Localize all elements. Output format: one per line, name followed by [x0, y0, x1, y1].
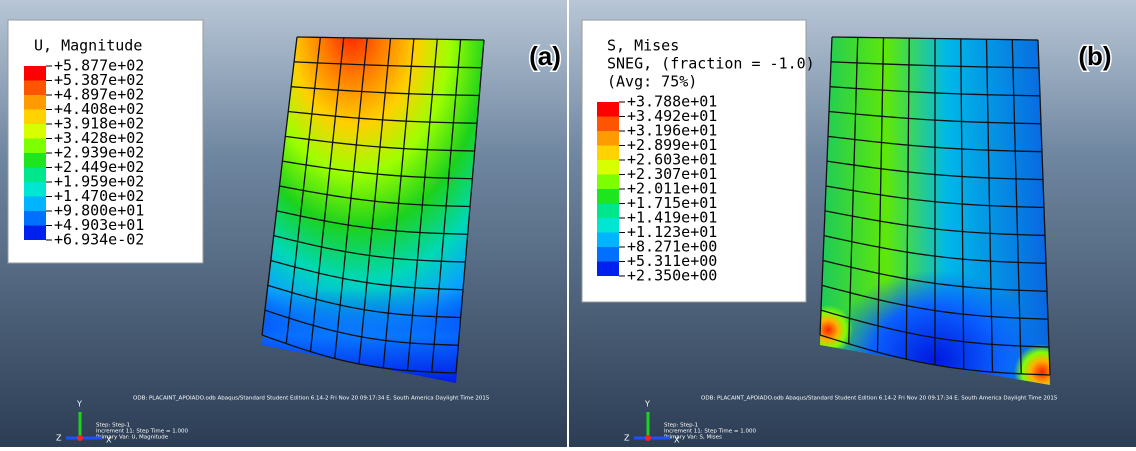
legend-swatch	[597, 146, 619, 161]
panel-label: (a)	[529, 41, 561, 71]
odb-info: ODB: PLACAINT_APOIADO.odb Abaqus/Standar…	[133, 396, 490, 402]
triad-label: Y	[644, 400, 650, 409]
legend-swatch	[24, 197, 46, 212]
legend-value: +6.934e-02	[54, 231, 144, 249]
legend-swatch	[24, 168, 46, 183]
triad-label: Y	[76, 400, 82, 409]
legend-title: SNEG, (fraction = -1.0)	[607, 55, 815, 73]
legend-swatch	[24, 95, 46, 110]
legend-swatch	[597, 247, 619, 262]
legend-value: +2.350e+00	[627, 267, 717, 285]
triad-z	[77, 435, 83, 441]
legend-swatch	[24, 139, 46, 154]
legend-swatch	[597, 160, 619, 175]
legend-swatch	[597, 117, 619, 132]
triad-label: Z	[56, 434, 62, 443]
triad-label: X	[106, 436, 112, 445]
legend-swatch	[24, 66, 46, 81]
panel-label: (b)	[1078, 41, 1111, 71]
legend-swatch	[597, 131, 619, 146]
legend-swatch	[597, 204, 619, 219]
legend-swatch	[24, 226, 46, 241]
legend-swatch	[597, 262, 619, 277]
step-info: Primary Var: S, Mises	[664, 435, 722, 441]
legend-swatch	[24, 153, 46, 168]
triad-label: X	[674, 436, 680, 445]
legend-swatch	[24, 211, 46, 226]
odb-info: ODB: PLACAINT_APOIADO.odb Abaqus/Standar…	[701, 396, 1058, 402]
legend-swatch	[24, 124, 46, 139]
triad-label: Z	[624, 434, 630, 443]
legend-swatch	[24, 110, 46, 125]
legend-swatch	[24, 81, 46, 96]
triad-z	[645, 435, 651, 441]
contour-plot-b	[803, 30, 1070, 400]
legend-swatch	[597, 233, 619, 248]
legend-swatch	[597, 189, 619, 204]
legend-title: U, Magnitude	[34, 37, 142, 55]
screenshot: U, Magnitude+5.877e+02+5.387e+02+4.897e+…	[0, 0, 1136, 447]
legend-swatch	[597, 102, 619, 117]
legend-title: S, Mises	[607, 37, 679, 55]
legend-swatch	[597, 175, 619, 190]
legend-title: (Avg: 75%)	[607, 73, 697, 91]
legend-swatch	[597, 218, 619, 233]
legend-swatch	[24, 182, 46, 197]
